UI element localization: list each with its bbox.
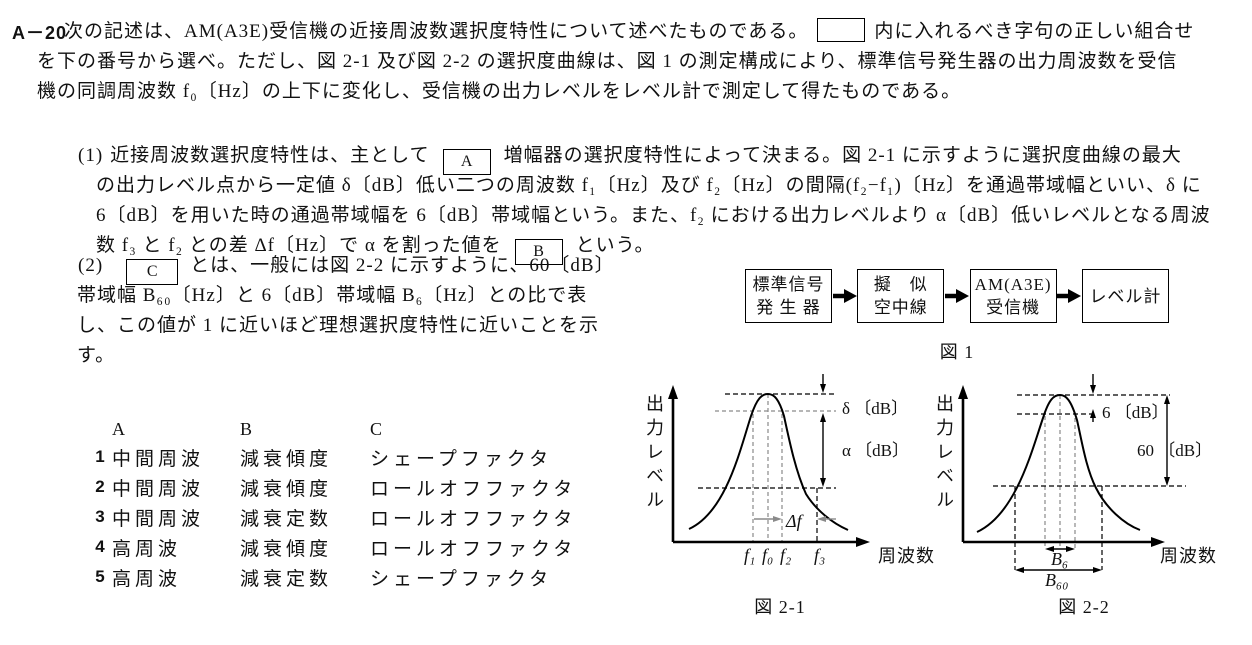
fig2-2-x-axis-label: 周波数	[1160, 546, 1217, 566]
choice-c: ロールオフファクタ	[370, 508, 577, 530]
blank-box	[817, 18, 866, 42]
choice-b: 減衰定数	[240, 508, 333, 530]
para1-line-1: (1) 近接周波数選択度特性は、主として A 増幅器の選択度特性によって決まる。図 2…	[78, 142, 1182, 175]
fig2-1-alpha-arrow	[820, 413, 826, 487]
flow-arrow-icon	[832, 289, 857, 303]
fig2-2-b60-label: B₆₀	[1045, 570, 1069, 590]
choices-header-a: A	[112, 418, 125, 439]
choice-row-5: 5 高周波 減衰定数 シェープファクタ	[88, 562, 576, 592]
para1-line-2: の出力レベル点から一定値 δ〔dB〕低い二つの周波数 f₁〔Hz〕及び f₂〔H…	[96, 175, 1202, 196]
para1-text-1a: 近接周波数選択度特性は、主として	[110, 145, 430, 166]
fig2-2-60db-arrow	[1164, 395, 1170, 486]
fig2-1-guides	[698, 393, 836, 542]
fig2-2-caption: 図 2-2	[1058, 597, 1110, 617]
choice-c: ロールオフファクタ	[370, 478, 577, 500]
fig2-2-selectivity-curve	[976, 393, 1141, 533]
choices-header-row: A B C	[88, 416, 576, 442]
fig1-box-am-receiver: AM(A3E) 受信機	[969, 269, 1057, 323]
question-line-3: 機の同調周波数 f₀〔Hz〕の上下に変化し、受信機の出力レベルをレベル計で測定し…	[37, 81, 962, 102]
para1-marker: (1)	[78, 145, 104, 166]
fig2-1-graph: δ 〔dB〕 α 〔dB〕 Δf f₁ f₀ f₂ f₃ 周波数	[668, 374, 935, 566]
choice-a: 中間周波	[112, 448, 205, 470]
fig1-box-dummy-antenna: 擬 似 空中線	[857, 269, 945, 323]
choice-row-1: 1 中間周波 減衰傾度 シェープファクタ	[88, 442, 576, 472]
fig1-box-level-meter: レベル計	[1081, 269, 1169, 323]
blank-c-box: C	[126, 259, 179, 285]
fig2-2-graph: 6 〔dB〕 60 〔dB〕 B₆ B₆₀ 周波数	[958, 374, 1217, 590]
choice-number: 2	[95, 477, 105, 496]
question-number: A－20	[12, 23, 68, 43]
blank-b-box: B	[514, 239, 563, 265]
para1-text-4a: 数 f₃ と f₂ との差 Δf〔Hz〕で α を割った値を	[96, 235, 502, 256]
choice-row-2: 2 中間周波 減衰傾度 ロールオフファクタ	[88, 472, 576, 502]
choice-b: 減衰傾度	[240, 478, 333, 500]
para2-line-4: す。	[77, 345, 116, 366]
fig2-2-6db-label: 6 〔dB〕	[1102, 403, 1169, 422]
fig2-1-y-axis-label: 出力レベル	[644, 394, 664, 514]
flow-arrow-icon	[944, 289, 969, 303]
choice-number: 1	[95, 447, 105, 466]
fig2-2-b60-arrow	[1015, 567, 1102, 573]
para1-text-4b: という。	[575, 235, 655, 256]
fig2-2-60db-label: 60 〔dB〕	[1137, 441, 1212, 460]
blank-a-box: A	[442, 149, 491, 175]
question-text-after-blank: 内に入れるべき字句の正しい組合せ	[874, 21, 1195, 42]
choices-table: A B C 1 中間周波 減衰傾度 シェープファクタ 2 中間周波 減衰傾度 ロ…	[88, 416, 576, 592]
fig2-1-alpha-label: α 〔dB〕	[842, 441, 909, 460]
fig1-diagram: 標準信号 発 生 器 擬 似 空中線 AM(A3E) 受信機	[745, 269, 1169, 364]
fig2-1-delta-f-label: Δf	[785, 511, 805, 531]
fig2-1-tick-f0: f₀	[762, 545, 773, 565]
choice-b: 減衰傾度	[240, 538, 333, 560]
para2-text-1: とは、一般には図 2-2 に示すように、60〔dB〕	[190, 255, 615, 276]
fig2-1-selectivity-curve	[688, 392, 849, 531]
para1-text-1b: 増幅器の選択度特性によって決まる。図 2-1 に示すように選択度曲線の最大	[503, 145, 1182, 166]
fig1-box-signal-generator: 標準信号 発 生 器	[745, 269, 832, 323]
fig2-2-b6-label: B₆	[1051, 549, 1068, 569]
choices-header-b: B	[240, 418, 253, 439]
para2-line-2: 帯域幅 B₆₀〔Hz〕と 6〔dB〕帯域幅 B₆〔Hz〕との比で表	[77, 285, 588, 306]
choice-a: 中間周波	[112, 508, 205, 530]
choice-c: ロールオフファクタ	[370, 538, 577, 560]
fig2-1-delta-arrow	[820, 374, 826, 393]
fig2-2-b6-arrow	[1045, 546, 1075, 552]
fig2-1-delta-label: δ 〔dB〕	[842, 399, 908, 418]
fig1-flow: 標準信号 発 生 器 擬 似 空中線 AM(A3E) 受信機	[745, 269, 1169, 323]
choice-number: 4	[95, 537, 105, 556]
fig2-1-axes	[668, 385, 870, 547]
question-line-1: 次の記述は、AM(A3E)受信機の近接周波数選択度特性について述べたものである。…	[64, 18, 1194, 45]
fig2-1-caption: 図 2-1	[754, 597, 806, 617]
fig2-1-tick-f3: f₃	[814, 545, 825, 565]
choice-b: 減衰定数	[240, 568, 333, 590]
para2-line-1: (2) C とは、一般には図 2-2 に示すように、60〔dB〕	[78, 252, 615, 285]
choice-row-3: 3 中間周波 減衰定数 ロールオフファクタ	[88, 502, 576, 532]
choice-a: 高周波	[112, 568, 182, 590]
fig2-2-axes	[958, 385, 1165, 547]
choice-number: 5	[95, 567, 105, 586]
fig2-2-6db-arrows	[1090, 374, 1096, 422]
choice-a: 高周波	[112, 538, 182, 560]
fig2-2-y-axis-label: 出力レベル	[934, 394, 954, 514]
choice-b: 減衰傾度	[240, 448, 333, 470]
choice-a: 中間周波	[112, 478, 205, 500]
choice-c: シェープファクタ	[370, 568, 553, 590]
fig2-1-delta-f-arrows	[754, 516, 836, 522]
para2-line-3: し、この値が 1 に近いほど理想選択度特性に近いことを示	[77, 315, 600, 336]
choice-number: 3	[95, 507, 105, 526]
flow-arrow-icon	[1057, 289, 1082, 303]
question-line-2: を下の番号から選べ。ただし、図 2-1 及び図 2-2 の選択度曲線は、図 1 …	[37, 51, 1178, 72]
fig2-1-tick-f1: f₁	[744, 545, 755, 565]
para1-line-4: 数 f₃ と f₂ との差 Δf〔Hz〕で α を割った値を B という。	[96, 232, 655, 265]
fig2-1-x-axis-label: 周波数	[878, 546, 935, 566]
fig2-2-guides	[993, 394, 1186, 570]
para2-marker: (2)	[78, 255, 104, 276]
choice-c: シェープファクタ	[370, 448, 553, 470]
question-text-before-blank: 次の記述は、AM(A3E)受信機の近接周波数選択度特性について述べたものである。	[64, 21, 809, 42]
fig1-caption: 図 1	[939, 342, 975, 362]
choices-header-c: C	[370, 418, 383, 439]
para1-line-3: 6〔dB〕を用いた時の通過帯域幅を 6〔dB〕帯域幅という。また、f₂ における…	[96, 205, 1211, 226]
fig2-1-tick-f2: f₂	[780, 545, 791, 565]
choice-row-4: 4 高周波 減衰傾度 ロールオフファクタ	[88, 532, 576, 562]
